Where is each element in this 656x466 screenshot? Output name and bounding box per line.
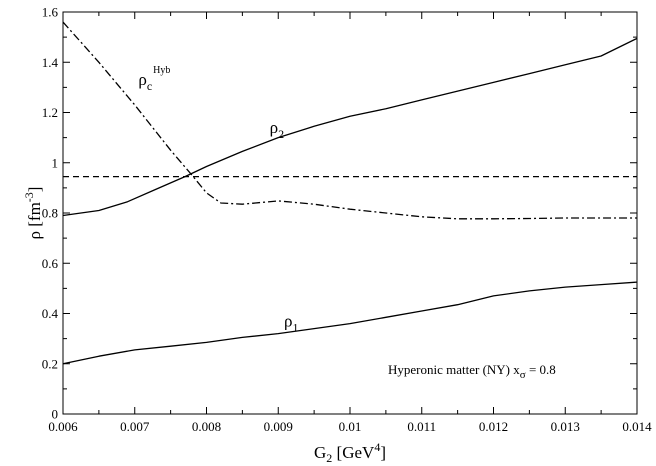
y-tick-label: 1.6: [42, 5, 59, 20]
y-tick-label: 0.6: [42, 256, 59, 271]
y-tick-label: 1.2: [42, 105, 58, 120]
x-tick-label: 0.006: [48, 419, 78, 434]
x-tick-label: 0.014: [622, 419, 652, 434]
x-tick-label: 0.01: [339, 419, 362, 434]
series-label-rhoc-hyb: ρcHyb: [138, 65, 170, 93]
y-tick-label: 0.2: [42, 356, 58, 371]
x-tick-label: 0.013: [551, 419, 580, 434]
series-line-rho2: [62, 37, 638, 217]
y-tick-label: 0.8: [42, 206, 58, 221]
plot-frame: [62, 11, 638, 415]
y-tick-label: 0.4: [42, 306, 59, 321]
y-tick-label: 1: [52, 155, 59, 170]
y-tick-label: 0: [52, 407, 59, 422]
series-group: [62, 21, 638, 365]
series-line-rhoc-hyb: [62, 21, 637, 220]
x-tick-label: 0.011: [407, 419, 436, 434]
annotation-hyperonic-matter: Hyperonic matter (NY) xσ = 0.8: [388, 362, 556, 381]
series-label-rho2: ρ2: [270, 118, 284, 141]
ticks-group: [62, 11, 638, 415]
x-tick-label: 0.009: [264, 419, 293, 434]
series-line-rho1: [62, 281, 638, 365]
y-axis-title: ρ [fm-3]: [22, 187, 44, 240]
x-tick-label: 0.008: [192, 419, 221, 434]
x-tick-label: 0.007: [120, 419, 150, 434]
x-axis-title: G2 [GeV4]: [314, 440, 386, 465]
series-label-rho1: ρ1: [284, 311, 298, 334]
x-tick-label: 0.012: [479, 419, 508, 434]
tick-labels-group: 0.006 0.007 0.008 0.009 0.01 0.011 0.012 0.013 0…: [42, 5, 652, 435]
y-tick-label: 1.4: [42, 55, 59, 70]
